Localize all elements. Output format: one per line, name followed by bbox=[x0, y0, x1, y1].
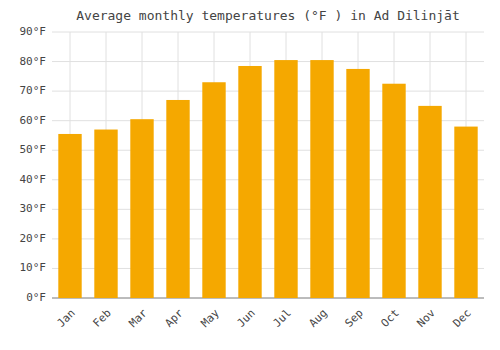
axes: 0°F 10°F 20°F 30°F 40°F 50°F 60°F 70°F 80°F 90°F J… bbox=[20, 25, 485, 330]
x-tick-label: Jun bbox=[235, 307, 258, 330]
bar bbox=[274, 60, 297, 298]
y-tick-label: 60°F bbox=[20, 114, 47, 127]
y-tick-label: 40°F bbox=[20, 173, 47, 186]
y-tick-label: 90°F bbox=[20, 25, 47, 38]
y-tick-label: 70°F bbox=[20, 84, 47, 97]
x-tick-label: Sep bbox=[343, 307, 366, 330]
x-tick-label: Apr bbox=[163, 306, 187, 330]
x-tick-label: Nov bbox=[415, 306, 439, 330]
x-tick-label: Mar bbox=[127, 306, 151, 330]
y-tick-label: 50°F bbox=[20, 143, 47, 156]
x-tick-label: Oct bbox=[379, 307, 402, 330]
bar bbox=[454, 127, 477, 298]
chart-svg: 0°F 10°F 20°F 30°F 40°F 50°F 60°F 70°F 80°F 90°F J… bbox=[0, 0, 500, 350]
bar bbox=[130, 119, 153, 298]
bars bbox=[58, 60, 477, 298]
y-grid-line bbox=[52, 91, 484, 92]
y-tick-label: 0°F bbox=[26, 291, 46, 304]
bar bbox=[166, 100, 189, 298]
y-grid-line bbox=[52, 61, 484, 62]
y-tick-label: 20°F bbox=[20, 232, 47, 245]
x-tick-label: May bbox=[199, 306, 223, 330]
bar bbox=[310, 60, 333, 298]
chart-title: Average monthly temperatures (°F ) in Ad… bbox=[76, 8, 460, 23]
bar bbox=[58, 134, 81, 298]
bar bbox=[382, 84, 405, 298]
x-tick-label: Aug bbox=[307, 307, 330, 330]
y-tick-label: 10°F bbox=[20, 261, 47, 274]
bar bbox=[238, 66, 261, 298]
x-tick-label: Jan bbox=[55, 307, 78, 330]
x-tick-label: Dec bbox=[451, 307, 474, 330]
y-tick-label: 80°F bbox=[20, 55, 47, 68]
y-grid-line bbox=[52, 32, 484, 33]
x-tick-label: Feb bbox=[91, 307, 114, 330]
bar bbox=[346, 69, 369, 298]
x-tick-label: Jul bbox=[271, 307, 294, 330]
bar bbox=[202, 82, 225, 298]
bar bbox=[418, 106, 441, 298]
y-tick-label: 30°F bbox=[20, 202, 47, 215]
chart-container: 0°F 10°F 20°F 30°F 40°F 50°F 60°F 70°F 80°F 90°F J… bbox=[0, 0, 500, 350]
bar bbox=[94, 130, 117, 298]
grid bbox=[52, 32, 484, 298]
